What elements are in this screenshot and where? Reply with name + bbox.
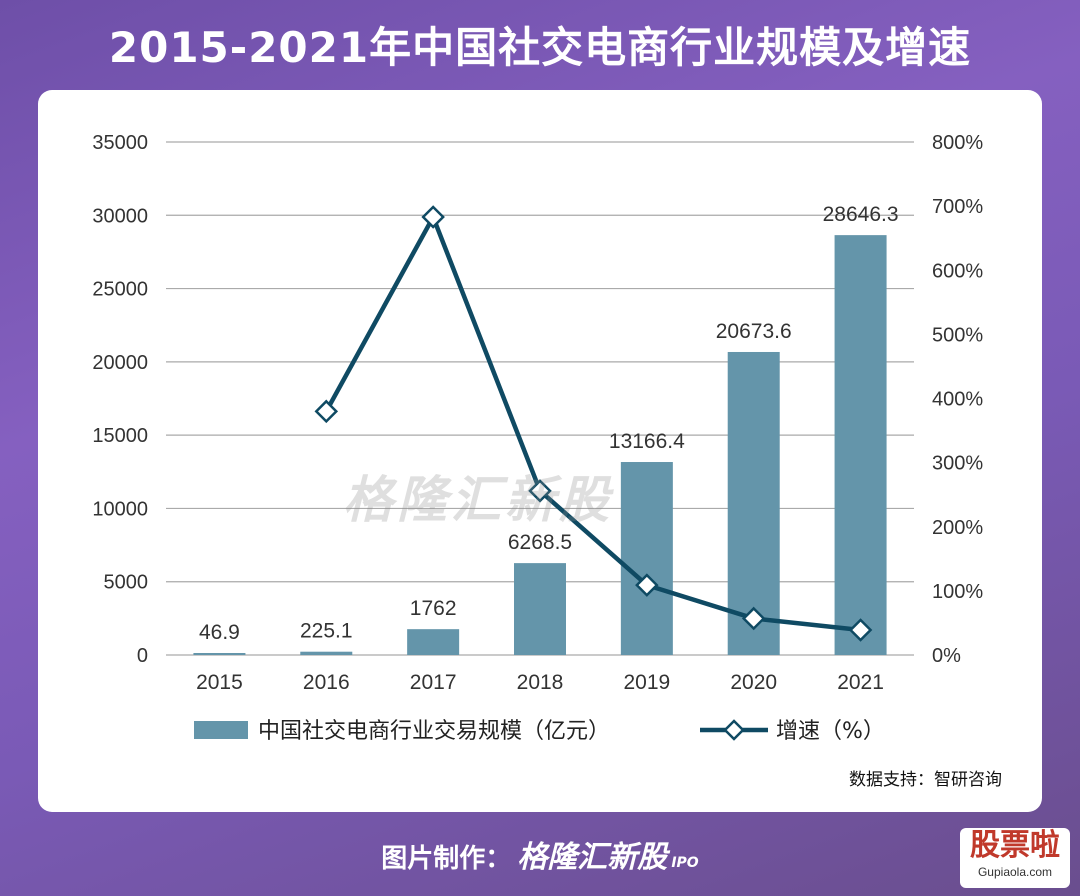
y-left-tick-label: 15000 bbox=[92, 425, 148, 447]
growth-marker bbox=[848, 618, 873, 642]
x-tick-label: 2017 bbox=[410, 671, 457, 694]
y-left-tick-label: 20000 bbox=[92, 352, 148, 374]
legend-line-marker bbox=[723, 719, 745, 741]
y-right-tick-label: 200% bbox=[932, 517, 983, 539]
footer: 图片制作： 格隆汇新股 IPO bbox=[0, 832, 1080, 876]
footer-prefix: 图片制作： bbox=[381, 844, 512, 874]
legend-bar-label: 中国社交电商行业交易规模（亿元） bbox=[258, 719, 610, 744]
bar-data-label: 6268.5 bbox=[508, 531, 572, 554]
bar bbox=[193, 653, 246, 655]
corner-badge-cn: 股票啦 bbox=[970, 828, 1060, 863]
corner-badge-url: Gupiaola.com bbox=[977, 865, 1053, 879]
footer-logo-sub: IPO bbox=[671, 855, 699, 871]
page-title: 2015-2021年中国社交电商行业规模及增速 bbox=[108, 23, 972, 72]
growth-marker bbox=[528, 479, 552, 503]
x-tick-label: 2021 bbox=[837, 671, 884, 694]
y-right-tick-label: 300% bbox=[932, 453, 983, 475]
x-tick-label: 2016 bbox=[303, 671, 350, 694]
y-left-tick-label: 5000 bbox=[104, 572, 149, 594]
y-right-tick-label: 500% bbox=[932, 324, 983, 346]
x-tick-label: 2015 bbox=[196, 671, 243, 694]
growth-line bbox=[324, 214, 861, 633]
y-right-tick-label: 0% bbox=[932, 645, 961, 667]
y-right-tick-label: 100% bbox=[932, 581, 983, 603]
corner-badge: 股票啦 Gupiaola.com bbox=[960, 828, 1070, 888]
bar-data-label: 20673.6 bbox=[716, 320, 792, 343]
watermark-text: 格隆汇新股 bbox=[343, 471, 613, 529]
y-left-tick-label: 35000 bbox=[92, 132, 148, 154]
growth-marker bbox=[314, 399, 339, 424]
bar-data-label: 46.9 bbox=[199, 621, 240, 644]
y-right-tick-label: 400% bbox=[932, 389, 983, 411]
chart: 0 5000 10000 15000 20000 25000 30000 35000 0% 100… bbox=[92, 132, 983, 744]
y-left-tick-label: 30000 bbox=[92, 205, 148, 227]
bar-data-label: 28646.3 bbox=[823, 203, 899, 226]
bar-data-label: 225.1 bbox=[300, 620, 353, 643]
y-right-tick-label: 800% bbox=[932, 132, 983, 154]
y-left-tick-label: 25000 bbox=[92, 279, 148, 301]
x-tick-label: 2018 bbox=[517, 671, 564, 694]
legend-bar-swatch bbox=[194, 721, 248, 739]
growth-marker bbox=[741, 606, 766, 631]
chart-card: 0 5000 10000 15000 20000 25000 30000 35000 0% 100… bbox=[38, 90, 1042, 812]
bar bbox=[620, 462, 673, 655]
bar bbox=[834, 235, 887, 656]
footer-logo: 格隆汇新股 bbox=[517, 840, 668, 875]
bar-data-label: 13166.4 bbox=[609, 430, 685, 453]
legend-line-label: 增速（%） bbox=[776, 719, 885, 744]
x-tick-label: 2020 bbox=[730, 671, 777, 694]
watermark: 格隆汇新股 bbox=[343, 460, 613, 532]
y-left-tick-label: 0 bbox=[137, 645, 148, 667]
bar bbox=[407, 629, 460, 655]
y-right-tick-label: 600% bbox=[932, 260, 983, 282]
source-note: 数据支持：智研咨询 bbox=[849, 770, 1002, 790]
growth-marker bbox=[421, 205, 445, 229]
x-tick-label: 2019 bbox=[623, 671, 670, 694]
bar-data-label: 1762 bbox=[410, 597, 457, 620]
growth-marker bbox=[635, 573, 659, 597]
y-right-tick-label: 700% bbox=[932, 196, 983, 218]
bar bbox=[300, 651, 353, 655]
bar bbox=[727, 351, 780, 655]
bar bbox=[514, 563, 566, 655]
y-left-tick-label: 10000 bbox=[92, 498, 148, 520]
